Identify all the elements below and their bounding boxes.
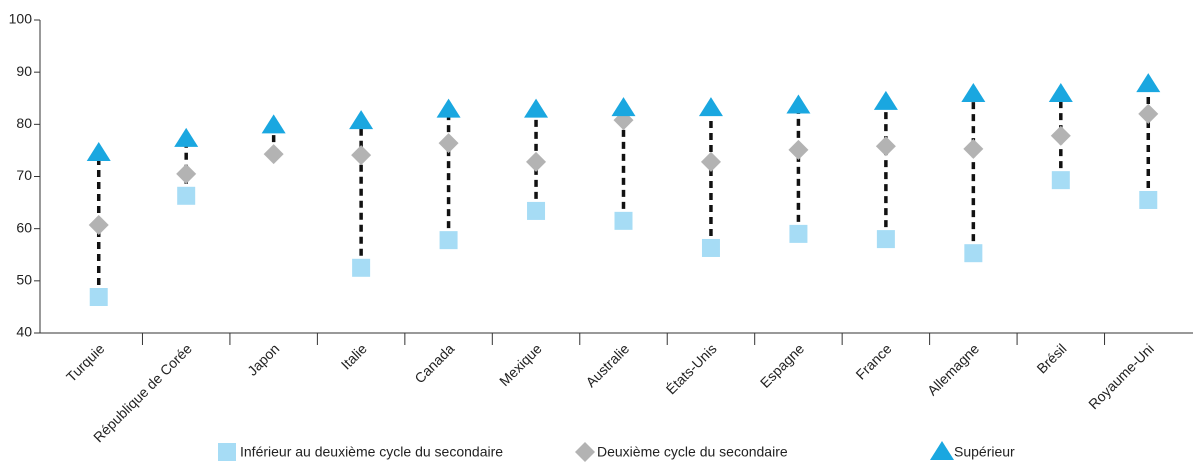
square-marker bbox=[1139, 190, 1158, 209]
square-marker bbox=[789, 224, 808, 243]
triangle-marker bbox=[786, 94, 811, 114]
square-marker bbox=[964, 244, 983, 263]
x-tick-label: Japon bbox=[244, 340, 282, 378]
square-marker bbox=[876, 230, 895, 249]
x-tick-label: Mexique bbox=[496, 340, 545, 389]
x-tick-label: Italie bbox=[338, 340, 370, 372]
diamond-marker bbox=[1138, 103, 1159, 124]
y-tick-label: 90 bbox=[16, 63, 32, 79]
y-tick-label: 40 bbox=[16, 324, 32, 340]
legend-swatch bbox=[930, 441, 954, 460]
x-tick-label: Canada bbox=[411, 340, 457, 386]
triangle-marker bbox=[961, 83, 986, 103]
diamond-marker bbox=[351, 145, 372, 166]
y-tick-label: 70 bbox=[16, 167, 32, 183]
diamond-marker bbox=[88, 215, 109, 236]
x-tick-label: Brésil bbox=[1033, 340, 1069, 376]
x-tick-label: France bbox=[852, 340, 894, 382]
legend-label: Deuxième cycle du secondaire bbox=[597, 444, 788, 460]
y-tick-label: 60 bbox=[16, 219, 32, 235]
triangle-marker bbox=[436, 98, 461, 118]
triangle-marker bbox=[611, 97, 636, 117]
y-tick-label: 50 bbox=[16, 272, 32, 288]
x-tick-label: Royaume-Uni bbox=[1085, 340, 1157, 412]
x-tick-label: Allemagne bbox=[924, 340, 982, 398]
x-tick-label: Turquie bbox=[63, 340, 108, 385]
diamond-marker bbox=[1050, 125, 1071, 146]
square-marker bbox=[527, 201, 546, 220]
square-marker bbox=[1051, 171, 1070, 190]
square-marker bbox=[352, 258, 371, 277]
triangle-marker bbox=[261, 114, 286, 134]
x-tick-label: République de Corée bbox=[90, 340, 195, 445]
diamond-marker bbox=[438, 133, 459, 154]
diamond-marker bbox=[526, 151, 547, 172]
legend-swatch bbox=[575, 442, 595, 462]
square-marker bbox=[701, 238, 720, 257]
y-tick-label: 80 bbox=[16, 115, 32, 131]
diamond-marker bbox=[788, 139, 809, 160]
triangle-marker bbox=[698, 97, 723, 117]
square-marker bbox=[614, 211, 633, 230]
diamond-marker bbox=[875, 136, 896, 157]
y-tick-label: 100 bbox=[9, 11, 33, 27]
square-marker bbox=[439, 231, 458, 250]
x-tick-label: Australie bbox=[582, 340, 632, 390]
triangle-marker bbox=[174, 127, 199, 147]
diamond-marker bbox=[700, 151, 721, 172]
diamond-marker bbox=[263, 144, 284, 165]
legend-label: Inférieur au deuxième cycle du secondair… bbox=[240, 444, 503, 460]
legend-label: Supérieur bbox=[954, 444, 1015, 460]
x-tick-label: États-Unis bbox=[663, 340, 720, 397]
triangle-marker bbox=[873, 90, 898, 110]
legend-swatch bbox=[218, 443, 236, 461]
triangle-marker bbox=[524, 98, 549, 118]
square-marker bbox=[89, 288, 108, 307]
diamond-marker bbox=[176, 163, 197, 184]
triangle-marker bbox=[86, 141, 111, 161]
diamond-marker bbox=[963, 138, 984, 159]
triangle-marker bbox=[349, 110, 374, 130]
x-tick-label: Espagne bbox=[757, 340, 808, 391]
triangle-marker bbox=[1048, 83, 1073, 103]
square-marker bbox=[177, 186, 196, 205]
triangle-marker bbox=[1136, 73, 1161, 93]
